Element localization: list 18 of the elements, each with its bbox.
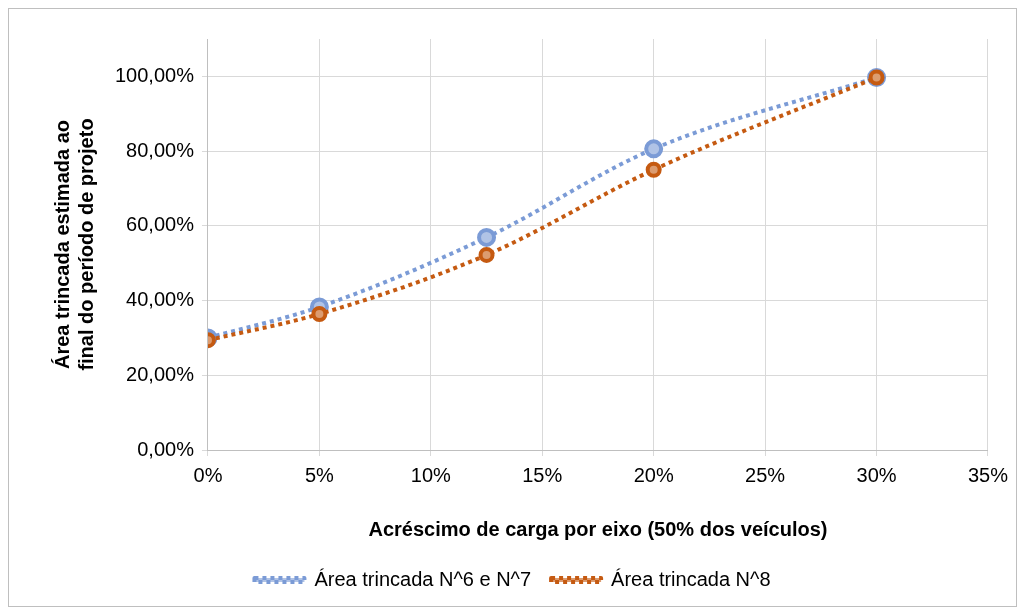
y-tick-label: 40,00% (126, 288, 195, 311)
x-tick-label: 10% (410, 463, 452, 486)
y-tick-label: 20,00% (126, 362, 195, 385)
y-tick-label: 80,00% (126, 138, 195, 161)
x-tick-label: 15% (522, 463, 563, 486)
x-tick-label: 30% (856, 463, 897, 486)
y-axis-title: Área trincada estimada ao final do período de projeto (50, 118, 97, 371)
x-tick-label: 25% (745, 463, 786, 486)
x-tick-label: 0% (193, 463, 223, 486)
legend-label: Área trincada N^8 (611, 567, 771, 590)
x-tick-label: 35% (967, 463, 1009, 486)
legend-label: Área trincada N^6 e N^7 (314, 567, 532, 590)
y-tick-label: 60,00% (126, 213, 195, 236)
x-axis-title: Acréscimo de carga por eixo (50% dos veículos) (368, 517, 828, 540)
y-tick-label: 0,00% (137, 437, 195, 460)
x-tick-label: 5% (304, 463, 335, 486)
y-tick-label: 100,00% (114, 63, 195, 86)
x-tick-label: 20% (633, 463, 674, 486)
